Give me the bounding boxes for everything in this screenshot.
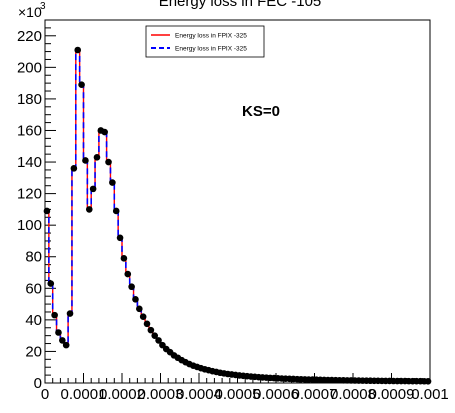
data-point (124, 270, 132, 278)
legend-label-red: Energy loss in FPIX -325 (175, 33, 247, 40)
data-point (136, 305, 143, 313)
data-point (51, 311, 58, 319)
y-tick-label: 200 (17, 59, 42, 76)
legend-box (145, 25, 265, 58)
data-point (105, 158, 112, 166)
y-tick-label: 0 (34, 375, 42, 392)
ks-annotation: KS=0 (242, 103, 280, 120)
x-tick-label: 0.0008 (330, 386, 376, 403)
series-layer (43, 46, 432, 385)
data-point (78, 81, 85, 89)
data-point (143, 320, 151, 328)
y-axis-tick-labels: 0 20 40 60 80 100 120 140 160 180 200 220 (17, 28, 42, 392)
legend-label-blue: Energy loss in FPIX -325 (175, 46, 247, 53)
x-tick-label: 0 (41, 386, 49, 403)
chart-title: Energy loss in FEC -105 (159, 0, 322, 10)
data-point (66, 310, 74, 317)
data-point (151, 332, 159, 339)
x-tick-label: 0.0006 (253, 386, 299, 403)
x-tick-label: 0.0001 (61, 386, 107, 403)
data-point (47, 280, 55, 287)
x-tick-label: 0.0002 (99, 386, 145, 403)
x-tick-label: 0.0003 (138, 386, 184, 403)
y-multiplier-base: ×10 (18, 4, 42, 20)
data-point (101, 128, 108, 136)
y-tick-label: 20 (25, 343, 42, 360)
data-point (85, 206, 93, 213)
data-point (43, 207, 51, 215)
y-tick-label: 160 (17, 122, 42, 139)
data-point (116, 234, 124, 242)
data-point (74, 46, 82, 54)
y-tick-label: 140 (17, 154, 42, 171)
data-point (132, 296, 139, 303)
y-tick-label: 120 (17, 186, 42, 203)
y-tick-label: 80 (25, 249, 42, 266)
y-tick-label: 100 (17, 217, 42, 234)
data-point (147, 326, 155, 334)
data-point (82, 157, 89, 164)
data-point (424, 377, 432, 385)
data-point (128, 283, 135, 291)
x-tick-label: 0.0007 (292, 386, 338, 403)
x-tick-label: 0.001 (411, 386, 449, 403)
data-point (62, 341, 70, 349)
x-tick-label: 0.0004 (176, 386, 222, 403)
data-point (155, 337, 162, 344)
data-point (120, 255, 128, 262)
y-tick-label: 60 (25, 280, 42, 297)
y-axis-ticks (45, 27, 56, 384)
data-point (93, 154, 101, 161)
legend: Energy loss in FPIX -325 Energy loss in … (145, 25, 265, 58)
y-multiplier-exponent: 3 (40, 1, 46, 12)
data-point (139, 313, 147, 321)
x-tick-label: 0.0009 (369, 386, 415, 403)
data-point (59, 337, 66, 344)
y-tick-label: 180 (17, 91, 42, 108)
x-tick-label: 0.0005 (215, 386, 261, 403)
x-axis-tick-labels: 0 0.00010.00020.00030.00040.00050.00060.0… (41, 386, 449, 403)
data-point (89, 185, 97, 193)
y-tick-label: 220 (17, 28, 42, 45)
data-point (70, 165, 78, 172)
data-point (55, 329, 62, 336)
y-multiplier: ×10 3 (18, 1, 46, 20)
y-tick-label: 40 (25, 312, 42, 329)
data-point (109, 179, 116, 186)
data-point (112, 207, 120, 215)
